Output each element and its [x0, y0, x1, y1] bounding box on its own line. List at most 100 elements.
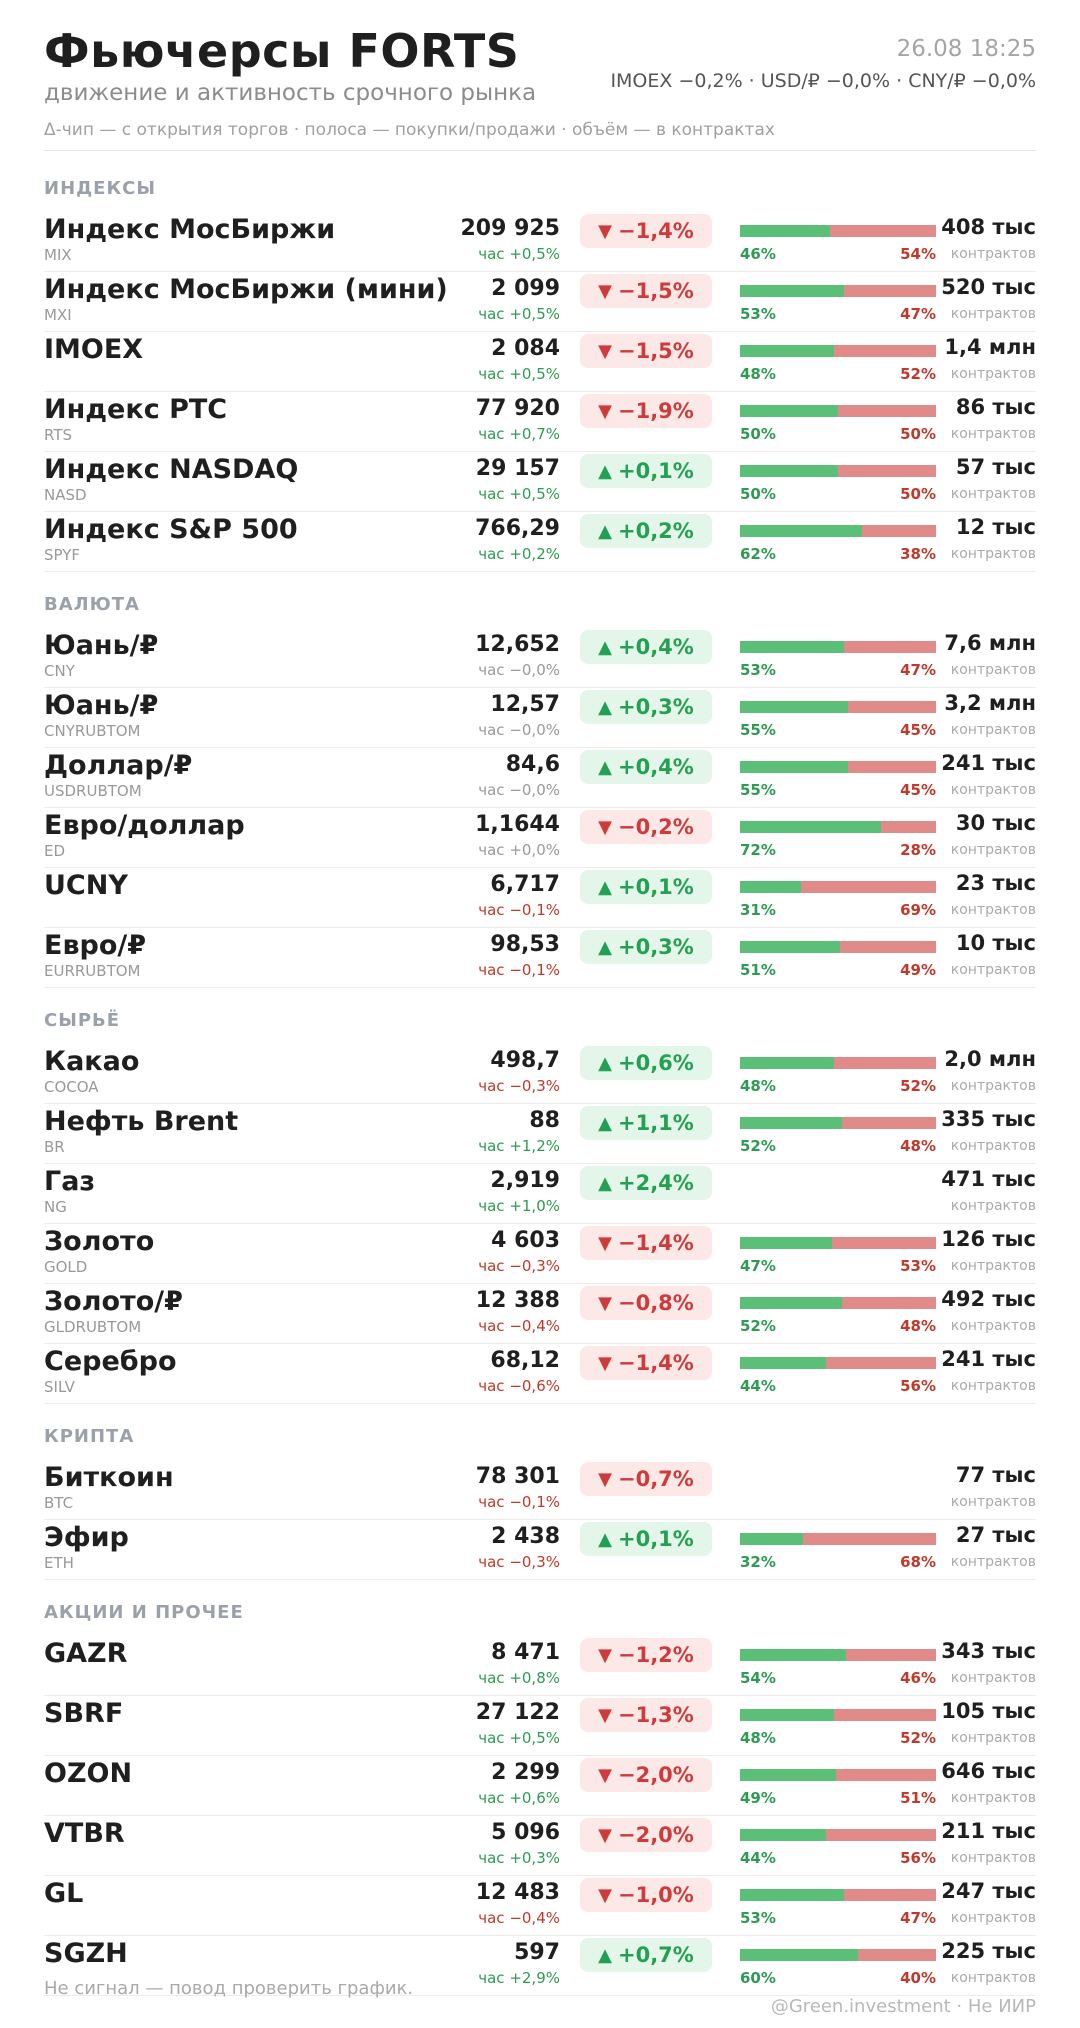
- sell-bar-fill: [847, 701, 936, 713]
- volume-unit: контрактов: [950, 1258, 1036, 1274]
- volume-unit: контрактов: [950, 1790, 1036, 1806]
- instrument-row[interactable]: Нефть Brent BR 88 час +1,2% ▲ +1,1% 52% 48% 335 …: [44, 1104, 1036, 1164]
- instrument-row[interactable]: GL 12 483 час −0,4% ▼ −1,0% 53% 47% 247 тыс конт…: [44, 1876, 1036, 1936]
- triangle-down-icon: ▼: [598, 400, 612, 422]
- instrument-row[interactable]: Индекс МосБиржи MIX 209 925 час +0,5% ▼ −1,4%…: [44, 212, 1036, 272]
- instrument-row[interactable]: Биткоин BTC 78 301 час −0,1% ▼ −0,7% 77 тыс кон…: [44, 1460, 1036, 1520]
- instrument-row[interactable]: GAZR 8 471 час +0,8% ▼ −1,2% 54% 46% 343 тыс кон…: [44, 1636, 1036, 1696]
- hourly-change: час −0,4%: [478, 1317, 560, 1335]
- hourly-change: час +0,7%: [478, 425, 560, 443]
- delta-value: −1,4%: [618, 219, 694, 243]
- instrument-name: Юань/₽: [44, 690, 159, 721]
- buy-bar-fill: [740, 1357, 827, 1369]
- instrument-row[interactable]: SBRF 27 122 час +0,5% ▼ −1,3% 48% 52% 105 тыс ко…: [44, 1696, 1036, 1756]
- sell-percent: 28%: [900, 841, 936, 859]
- buy-sell-bar: [740, 1949, 936, 1961]
- delta-chip: ▼ −1,0%: [580, 1878, 712, 1912]
- last-price: 2 084: [491, 336, 560, 361]
- delta-chip: ▼ −1,9%: [580, 394, 712, 428]
- instrument-row[interactable]: Евро/доллар ED 1,1644 час +0,0% ▼ −0,2% 72% 28%…: [44, 808, 1036, 868]
- buy-percent: 51%: [740, 961, 776, 979]
- volume-value: 211 тыс: [941, 1819, 1036, 1843]
- volume-value: 408 тыс: [941, 215, 1036, 239]
- instrument-row[interactable]: Индекс NASDAQ NASD 29 157 час +0,5% ▲ +0,1% 50…: [44, 452, 1036, 512]
- sell-bar-fill: [843, 641, 936, 653]
- buy-sell-bar: [740, 1889, 936, 1901]
- buy-bar-fill: [740, 1949, 858, 1961]
- instrument-row[interactable]: Доллар/₽ USDRUBTOM 84,6 час −0,0% ▲ +0,4% 55% 4…: [44, 748, 1036, 808]
- buy-bar-fill: [740, 881, 801, 893]
- hourly-change: час +0,6%: [478, 1789, 560, 1807]
- instrument-row[interactable]: Юань/₽ CNYRUBTOM 12,57 час −0,0% ▲ +0,3% 55% 45…: [44, 688, 1036, 748]
- last-price: 8 471: [491, 1640, 560, 1665]
- legend-note: Δ-чип — с открытия торгов · полоса — пок…: [44, 120, 775, 140]
- last-price: 29 157: [475, 456, 560, 481]
- hourly-change: час −0,6%: [478, 1377, 560, 1395]
- instrument-name: IMOEX: [44, 334, 144, 365]
- instrument-row[interactable]: Юань/₽ CNY 12,652 час −0,0% ▲ +0,4% 53% 47% 7,6 …: [44, 628, 1036, 688]
- volume-value: 1,4 млн: [944, 335, 1036, 359]
- instrument-ticker: USDRUBTOM: [44, 782, 142, 800]
- triangle-down-icon: ▼: [598, 1292, 612, 1314]
- sell-percent: 52%: [900, 365, 936, 383]
- delta-chip: ▼ −1,2%: [580, 1638, 712, 1672]
- delta-chip: ▼ −0,8%: [580, 1286, 712, 1320]
- buy-percent: 53%: [740, 1909, 776, 1927]
- sell-percent: 45%: [900, 781, 936, 799]
- buy-sell-bar: [740, 1533, 936, 1545]
- last-price: 84,6: [505, 752, 560, 777]
- delta-value: −2,0%: [618, 1823, 694, 1847]
- sell-percent: 50%: [900, 425, 936, 443]
- instrument-row[interactable]: Эфир ETH 2 438 час −0,3% ▲ +0,1% 32% 68% 27 тыс к…: [44, 1520, 1036, 1580]
- volume-value: 520 тыс: [941, 275, 1036, 299]
- sell-bar-fill: [830, 225, 936, 237]
- delta-value: +1,1%: [618, 1111, 694, 1135]
- triangle-up-icon: ▲: [598, 460, 612, 482]
- delta-value: −1,2%: [618, 1643, 694, 1667]
- delta-chip: ▲ +0,4%: [580, 630, 712, 664]
- instrument-name: SBRF: [44, 1698, 124, 1729]
- instrument-row[interactable]: UCNY 6,717 час −0,1% ▲ +0,1% 31% 69% 23 тыс конт…: [44, 868, 1036, 928]
- buy-percent: 54%: [740, 1669, 776, 1687]
- instrument-row[interactable]: Какао COCOA 498,7 час −0,3% ▲ +0,6% 48% 52% 2,0 …: [44, 1044, 1036, 1104]
- hourly-change: час +1,0%: [478, 1197, 560, 1215]
- buy-percent: 46%: [740, 245, 776, 263]
- instrument-row[interactable]: Золото GOLD 4 603 час −0,3% ▼ −1,4% 47% 53% 126 …: [44, 1224, 1036, 1284]
- buy-sell-bar: [740, 1117, 936, 1129]
- triangle-down-icon: ▼: [598, 1884, 612, 1906]
- volume-unit: контрактов: [950, 662, 1036, 678]
- instrument-row[interactable]: VTBR 5 096 час +0,3% ▼ −2,0% 44% 56% 211 тыс кон…: [44, 1816, 1036, 1876]
- buy-percent: 50%: [740, 485, 776, 503]
- instrument-ticker: MIX: [44, 246, 72, 264]
- instrument-row[interactable]: Индекс S&P 500 SPYF 766,29 час +0,2% ▲ +0,2% 6…: [44, 512, 1036, 572]
- last-price: 27 122: [475, 1700, 560, 1725]
- instrument-row[interactable]: IMOEX 2 084 час +0,5% ▼ −1,5% 48% 52% 1,4 млн ко…: [44, 332, 1036, 392]
- instrument-row[interactable]: Индекс РТС RTS 77 920 час +0,7% ▼ −1,9% 50% 50%…: [44, 392, 1036, 452]
- instrument-row[interactable]: Евро/₽ EURRUBTOM 98,53 час −0,1% ▲ +0,3% 51% 49…: [44, 928, 1036, 988]
- volume-value: 3,2 млн: [944, 691, 1036, 715]
- last-price: 2 299: [491, 1760, 560, 1785]
- instrument-name: Индекс МосБиржи: [44, 214, 336, 245]
- instrument-row[interactable]: Газ NG 2,919 час +1,0% ▲ +2,4% 471 тыс контракт…: [44, 1164, 1036, 1224]
- delta-chip: ▼ −1,5%: [580, 334, 712, 368]
- sell-percent: 48%: [900, 1317, 936, 1335]
- hourly-change: час +0,3%: [478, 1849, 560, 1867]
- instrument-row[interactable]: OZON 2 299 час +0,6% ▼ −2,0% 49% 51% 646 тыс кон…: [44, 1756, 1036, 1816]
- sell-percent: 69%: [900, 901, 936, 919]
- last-price: 12 483: [475, 1880, 560, 1905]
- buy-sell-bar: [740, 525, 936, 537]
- instrument-row[interactable]: Серебро SILV 68,12 час −0,6% ▼ −1,4% 44% 56% 241…: [44, 1344, 1036, 1404]
- instrument-ticker: NG: [44, 1198, 67, 1216]
- instrument-row[interactable]: Золото/₽ GLDRUBTOM 12 388 час −0,4% ▼ −0,8% 52…: [44, 1284, 1036, 1344]
- buy-sell-bar: [740, 881, 936, 893]
- instrument-ticker: RTS: [44, 426, 73, 444]
- last-price: 78 301: [475, 1464, 560, 1489]
- instrument-ticker: SPYF: [44, 546, 81, 564]
- instrument-row[interactable]: Индекс МосБиржи (мини) MXI 2 099 час +0,5% ▼…: [44, 272, 1036, 332]
- section-title: ИНДЕКСЫ: [44, 178, 157, 199]
- instrument-row[interactable]: SGZH 597 час +2,9% ▲ +0,7% 60% 40% 225 тыс контр…: [44, 1936, 1036, 1996]
- section-gap: [44, 572, 1036, 594]
- volume-unit: контрактов: [950, 1730, 1036, 1746]
- delta-chip: ▼ −1,5%: [580, 274, 712, 308]
- buy-bar-fill: [740, 465, 838, 477]
